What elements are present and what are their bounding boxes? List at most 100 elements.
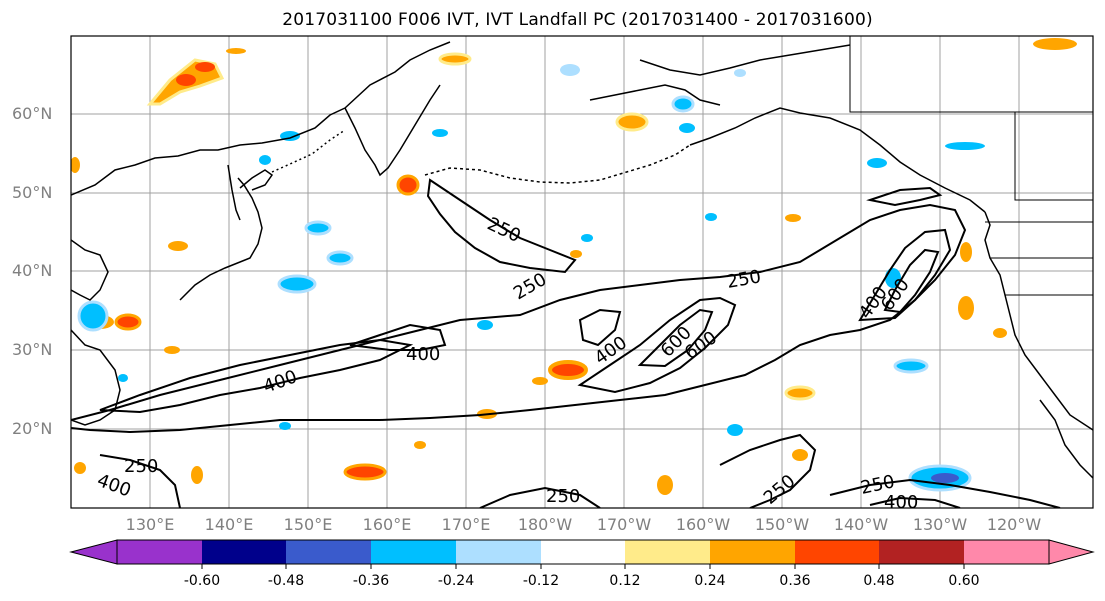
contour-250-north: [866, 186, 943, 207]
patch-blue: [560, 64, 580, 76]
coast-hokkaido: [239, 169, 274, 191]
contour-label: 250: [546, 486, 580, 507]
contour-250-east-sw: [578, 308, 622, 347]
contour-250-bottom: [479, 486, 601, 508]
patch-red: [195, 62, 215, 72]
contour-250-se: [829, 478, 1061, 508]
colorbar-tick-label: 0.12: [609, 573, 641, 589]
colorbar-segment: [625, 540, 710, 564]
contour-250-main: [71, 203, 967, 434]
patch-blue: [477, 320, 493, 330]
patch-red: [114, 313, 142, 331]
coast-china: [71, 329, 121, 426]
colorbar-tick-label: -0.24: [437, 573, 475, 589]
coast-alaska-north: [639, 44, 851, 76]
colorbar-tick-label: 0.36: [779, 573, 811, 589]
coast-siberia: [344, 41, 451, 109]
lon-label: 150°E: [283, 515, 333, 534]
colorbar-segment: [541, 540, 625, 564]
contour-600-east: [883, 248, 940, 314]
contour-250-sw: [99, 454, 181, 508]
patch-blue: [432, 129, 448, 137]
patch-orange: [1033, 38, 1077, 50]
contour-label: 400: [884, 492, 918, 513]
patch-red: [176, 74, 196, 86]
colorbar-tick-label: -0.60: [183, 573, 221, 589]
patch-orange: [164, 346, 180, 354]
coast-baja: [1039, 399, 1093, 479]
patch-blue: [304, 220, 332, 236]
ivt-contours: [71, 178, 1061, 508]
patch-orange: [414, 441, 426, 449]
contour-400-central: [577, 296, 737, 394]
patch-orange: [615, 112, 649, 132]
patch-orange: [792, 449, 808, 461]
patch-blue: [581, 234, 593, 242]
lon-label: 160°W: [675, 515, 731, 534]
lon-label: 130°E: [125, 515, 175, 534]
patch-orange: [532, 377, 548, 385]
graticule: [71, 36, 1093, 508]
patch-orange: [657, 475, 673, 495]
patch-blue: [727, 424, 743, 436]
patch-blue: [279, 422, 291, 430]
colorbar-segment: [371, 540, 456, 564]
coast-sakhalin: [227, 164, 241, 221]
lon-label: 150°W: [754, 515, 810, 534]
patch-blue: [259, 155, 271, 165]
patch-orange: [784, 385, 816, 401]
colorbar-segment: [710, 540, 795, 564]
contour-400-west: [99, 338, 414, 414]
patch-blue: [679, 123, 695, 133]
colorbar-extend-low: [69, 539, 118, 565]
colorbar-tick-label: 0.48: [863, 573, 895, 589]
patch-blue: [277, 274, 317, 294]
patch-orange: [993, 328, 1007, 338]
patch-navy: [931, 473, 959, 483]
patch-orange: [191, 466, 203, 484]
patch-blue: [867, 158, 887, 168]
patch-orange: [785, 214, 801, 222]
colorbar: [69, 539, 1095, 569]
coastlines: [71, 41, 1093, 479]
lat-label: 60°N: [12, 104, 53, 123]
political-borders: [849, 36, 1093, 296]
contour-250-south: [719, 433, 817, 508]
colorbar-segment: [964, 540, 1049, 564]
lon-label: 140°E: [204, 515, 254, 534]
map-frame: [70, 35, 1094, 509]
patch-orange: [438, 52, 472, 66]
patch-orange: [570, 250, 582, 258]
colorbar-segment: [456, 540, 541, 564]
lon-label: 170°E: [441, 515, 491, 534]
patch-orange: [168, 241, 188, 251]
colorbar-extend-high: [1048, 539, 1095, 565]
colorbar-tick-label: -0.48: [267, 573, 305, 589]
contour-400-east: [858, 228, 952, 322]
patch-orange: [226, 48, 246, 54]
lat-label: 40°N: [12, 261, 53, 280]
coast-kamchatka: [344, 84, 441, 177]
colorbar-segment: [202, 540, 286, 564]
patch-orange: [343, 463, 387, 481]
contour-label: 250: [124, 456, 158, 477]
contour-600-central: [637, 308, 714, 368]
lat-label: 30°N: [12, 340, 53, 359]
lon-label: 140°W: [833, 515, 889, 534]
patch-blue: [671, 95, 695, 113]
lat-label: 20°N: [12, 419, 53, 438]
contour-400-sw-loop: [349, 323, 447, 351]
coast-alaska-west: [589, 84, 721, 106]
colorbar-segment: [879, 540, 964, 564]
patch-blue: [118, 374, 128, 382]
patch-red: [548, 360, 588, 380]
lon-label: 120°W: [986, 515, 1042, 534]
patch-orange: [71, 157, 80, 173]
lon-label: 160°E: [362, 515, 412, 534]
pc-shading: [71, 38, 1077, 495]
colorbar-tick-label: -0.36: [352, 573, 390, 589]
patch-blue: [326, 250, 354, 266]
colorbar-segment: [117, 540, 202, 564]
patch-blue: [705, 213, 717, 221]
lon-label: 180°W: [517, 515, 573, 534]
